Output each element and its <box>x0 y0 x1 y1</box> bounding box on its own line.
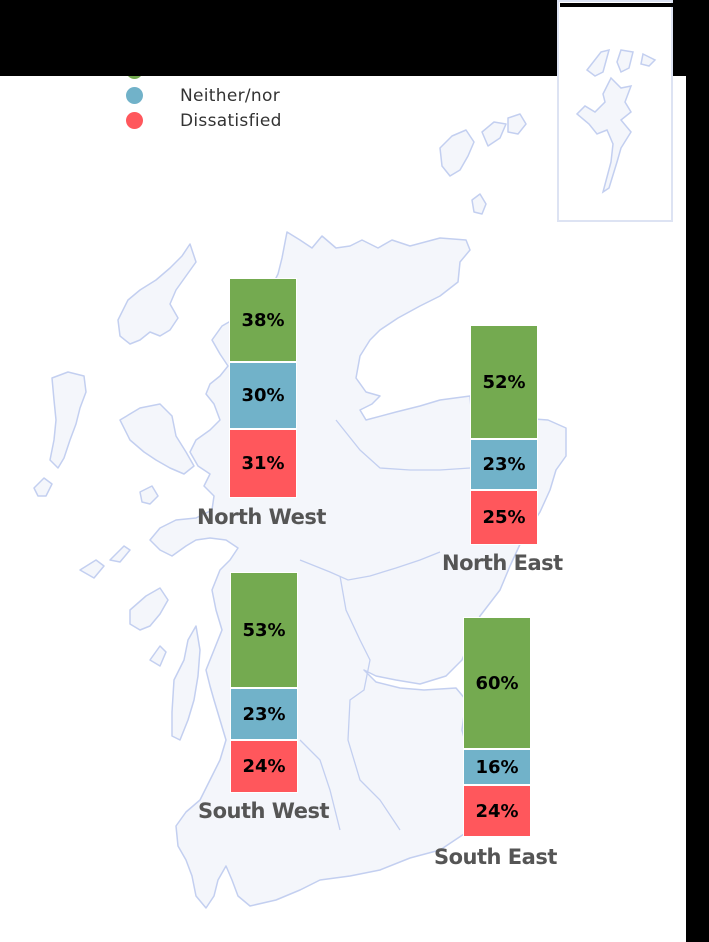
segment-neither: 30% <box>229 362 297 429</box>
bar-north-west: 38% 30% 31% <box>229 278 297 498</box>
value-label: 23% <box>242 703 286 725</box>
right-black-band <box>686 0 709 942</box>
value-label: 52% <box>482 371 526 393</box>
segment-dissatisfied: 31% <box>229 429 297 498</box>
legend-item-dissatisfied: Dissatisfied <box>126 108 282 133</box>
segment-dissatisfied: 24% <box>230 740 298 793</box>
segment-satisfied: 52% <box>470 325 538 439</box>
legend-label: Neither/nor <box>180 85 280 106</box>
shetland-inset-frame <box>557 0 673 222</box>
shetland-islands-map <box>575 48 657 194</box>
legend-overlap-band <box>0 0 557 76</box>
legend-dot-dissatisfied-icon <box>126 112 143 129</box>
value-label: 31% <box>241 453 285 474</box>
inset-top-bar <box>560 3 673 7</box>
region-label-north-west: North West <box>197 505 326 529</box>
value-label: 38% <box>241 309 285 331</box>
value-label: 16% <box>475 756 519 778</box>
segment-dissatisfied: 25% <box>470 490 538 545</box>
segment-neither: 16% <box>463 749 531 785</box>
region-label-north-east: North East <box>442 551 563 575</box>
legend-item-neither: Neither/nor <box>126 83 282 108</box>
bar-north-east: 52% 23% 25% <box>470 325 538 545</box>
segment-neither: 23% <box>470 439 538 490</box>
value-label: 53% <box>242 619 286 641</box>
value-label: 24% <box>242 756 286 777</box>
segment-dissatisfied: 24% <box>463 785 531 837</box>
segment-satisfied: 60% <box>463 617 531 749</box>
value-label: 23% <box>482 454 526 475</box>
bar-south-east: 60% 16% 24% <box>463 617 531 837</box>
value-label: 25% <box>482 507 526 528</box>
region-label-south-west: South West <box>198 799 330 823</box>
segment-satisfied: 38% <box>229 278 297 362</box>
segment-satisfied: 53% <box>230 572 298 688</box>
region-label-south-east: South East <box>434 845 557 869</box>
legend-label: Dissatisfied <box>180 110 282 131</box>
segment-neither: 23% <box>230 688 298 740</box>
value-label: 24% <box>475 800 519 822</box>
value-label: 60% <box>475 672 519 694</box>
legend-dot-neither-icon <box>126 87 143 104</box>
bar-south-west: 53% 23% 24% <box>230 572 298 793</box>
value-label: 30% <box>241 385 285 406</box>
